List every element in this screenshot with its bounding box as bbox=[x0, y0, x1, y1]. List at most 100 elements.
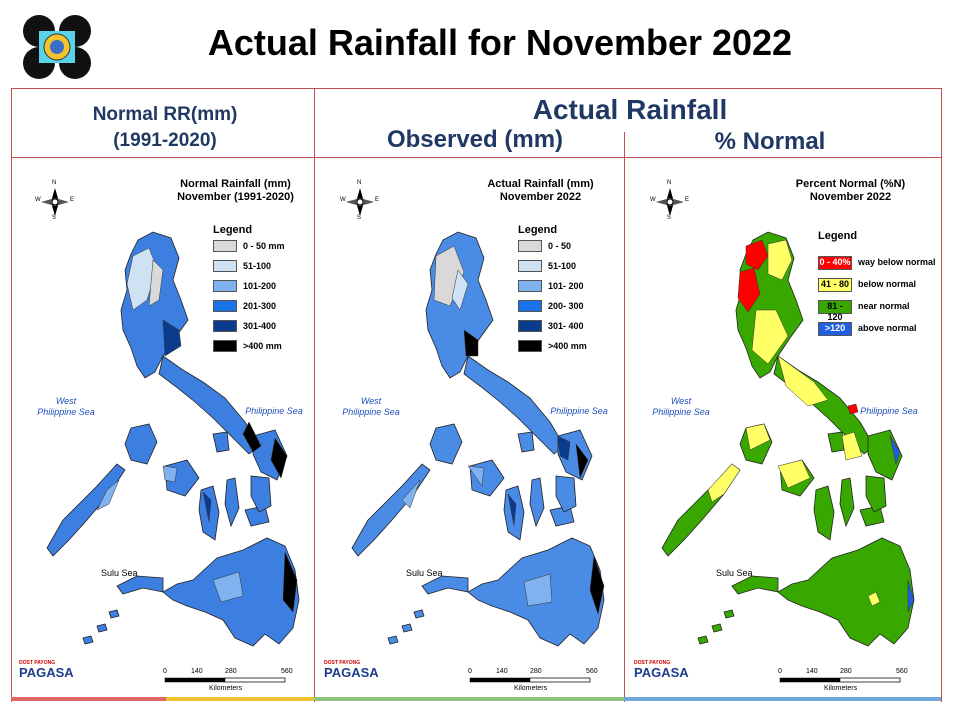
rainfall-zone bbox=[777, 355, 829, 407]
scale-number: 140 bbox=[496, 668, 508, 675]
map-panel-percent: N E S W Percent Normal (%N) November 2022 Lege… bbox=[628, 160, 936, 700]
map-title: Normal Rainfall (mm) November (1991-2020) bbox=[163, 178, 308, 204]
rainfall-zone bbox=[282, 551, 298, 613]
pagasa-badge: DOST PAYONG PAGASA bbox=[634, 660, 694, 690]
scale-number: 0 bbox=[163, 668, 167, 675]
legend-label: near normal bbox=[858, 301, 910, 311]
scale-number: 140 bbox=[191, 668, 203, 675]
rainfall-zone bbox=[707, 463, 741, 503]
legend-label: 0 - 50 mm bbox=[243, 241, 285, 251]
rainfall-zone bbox=[126, 247, 158, 311]
rainfall-zone bbox=[575, 443, 589, 479]
island-shape bbox=[723, 609, 735, 619]
legend-title: Legend bbox=[213, 224, 253, 236]
scale-number: 560 bbox=[896, 668, 908, 675]
legend-swatch: 81 - 120 bbox=[818, 300, 852, 322]
pagasa-logo bbox=[22, 14, 92, 80]
pagasa-badge-text: PAGASA bbox=[634, 665, 689, 680]
header-frame bbox=[11, 88, 942, 158]
compass-letter: N bbox=[667, 180, 672, 186]
sea-label-east: Philippine Sea bbox=[245, 406, 303, 416]
island-shape bbox=[46, 463, 126, 557]
scale-number: 140 bbox=[806, 668, 818, 675]
rainfall-zone bbox=[463, 329, 479, 357]
island-shape bbox=[731, 575, 779, 595]
island-shape bbox=[555, 475, 577, 513]
compass-letter: E bbox=[685, 197, 690, 203]
scale-number: 280 bbox=[840, 668, 852, 675]
island-shape bbox=[469, 459, 505, 497]
legend-swatch bbox=[213, 240, 237, 252]
normal-header-line2: (1991-2020) bbox=[113, 130, 217, 151]
bottom-strip-yellow bbox=[166, 697, 314, 701]
bottom-strip-blue bbox=[624, 697, 941, 701]
panel-border-left bbox=[11, 158, 12, 702]
sea-label-west: West Philippine Sea bbox=[342, 396, 400, 417]
header-divider-2 bbox=[624, 132, 625, 158]
rainfall-zone bbox=[148, 259, 164, 307]
map-panel-normal: N E S W Normal Rainfall (mm) November (1991-2… bbox=[13, 160, 313, 700]
sea-label-west: West Philippine Sea bbox=[37, 396, 95, 417]
map-title-line2: November (1991-2020) bbox=[177, 191, 294, 203]
compass-letter: E bbox=[375, 197, 380, 203]
rainfall-zone bbox=[907, 579, 915, 613]
island-shape bbox=[813, 485, 835, 541]
map-title-line1: Percent Normal (%N) bbox=[795, 178, 906, 190]
rainfall-zone bbox=[202, 491, 212, 523]
pagasa-badge-text: PAGASA bbox=[19, 665, 74, 680]
observed-header: Observed (mm) bbox=[386, 126, 564, 153]
legend-swatch: 41 - 80 bbox=[818, 278, 852, 292]
scale-number: 560 bbox=[586, 668, 598, 675]
pagasa-badge-sub: DOST PAYONG bbox=[634, 660, 671, 666]
legend-label: 200- 300 bbox=[548, 301, 584, 311]
slide-title: Actual Rainfall for November 2022 bbox=[207, 22, 793, 63]
island-shape bbox=[158, 355, 260, 455]
island-shape bbox=[387, 635, 399, 645]
header-divider bbox=[314, 88, 315, 158]
island-shape bbox=[777, 537, 915, 647]
rainfall-zone bbox=[467, 465, 485, 487]
rainfall-zone bbox=[451, 269, 469, 311]
rainfall-zone bbox=[867, 591, 881, 607]
map-percent bbox=[656, 188, 915, 683]
panel-divider-2 bbox=[624, 158, 625, 702]
compass-icon bbox=[41, 188, 69, 216]
legend-label: way below normal bbox=[858, 257, 936, 267]
island-shape bbox=[96, 623, 108, 633]
compass-icon bbox=[346, 188, 374, 216]
compass-letter: E bbox=[70, 197, 75, 203]
island-shape bbox=[421, 575, 469, 595]
compass-letter: W bbox=[650, 197, 656, 203]
rainfall-zone bbox=[751, 309, 789, 365]
compass-letter: W bbox=[35, 197, 41, 203]
scale-number: 560 bbox=[281, 668, 293, 675]
map-normal bbox=[41, 188, 300, 683]
legend-swatch bbox=[518, 340, 542, 352]
island-shape bbox=[250, 475, 272, 513]
legend-label: 101-200 bbox=[243, 281, 277, 291]
rainfall-zone bbox=[401, 479, 421, 509]
legend-swatch bbox=[518, 320, 542, 332]
rainfall-zone bbox=[507, 493, 517, 527]
pagasa-badge: DOST PAYONG PAGASA bbox=[19, 660, 79, 690]
compass-letter: W bbox=[340, 197, 346, 203]
legend-swatch bbox=[518, 300, 542, 312]
rainfall-zone bbox=[841, 431, 863, 461]
rainfall-zone bbox=[212, 571, 244, 603]
compass-letter: S bbox=[52, 215, 57, 221]
sea-label-sulu: Sulu Sea bbox=[406, 568, 443, 578]
island-shape bbox=[212, 431, 230, 453]
island-shape bbox=[827, 431, 845, 453]
legend-label: 51-100 bbox=[548, 261, 577, 271]
sea-label-sulu: Sulu Sea bbox=[101, 568, 138, 578]
legend-swatch bbox=[518, 280, 542, 292]
scale-unit: Kilometers bbox=[514, 685, 548, 692]
sea-label-east: Philippine Sea bbox=[860, 406, 918, 416]
sea-label-east: Philippine Sea bbox=[550, 406, 608, 416]
rainfall-zone bbox=[589, 555, 605, 615]
scale-number: 0 bbox=[778, 668, 782, 675]
legend-label: 301-400 bbox=[243, 321, 277, 331]
legend-swatch bbox=[518, 260, 542, 272]
map-title-line2: November 2022 bbox=[499, 191, 582, 203]
rainfall-zone bbox=[242, 421, 262, 453]
